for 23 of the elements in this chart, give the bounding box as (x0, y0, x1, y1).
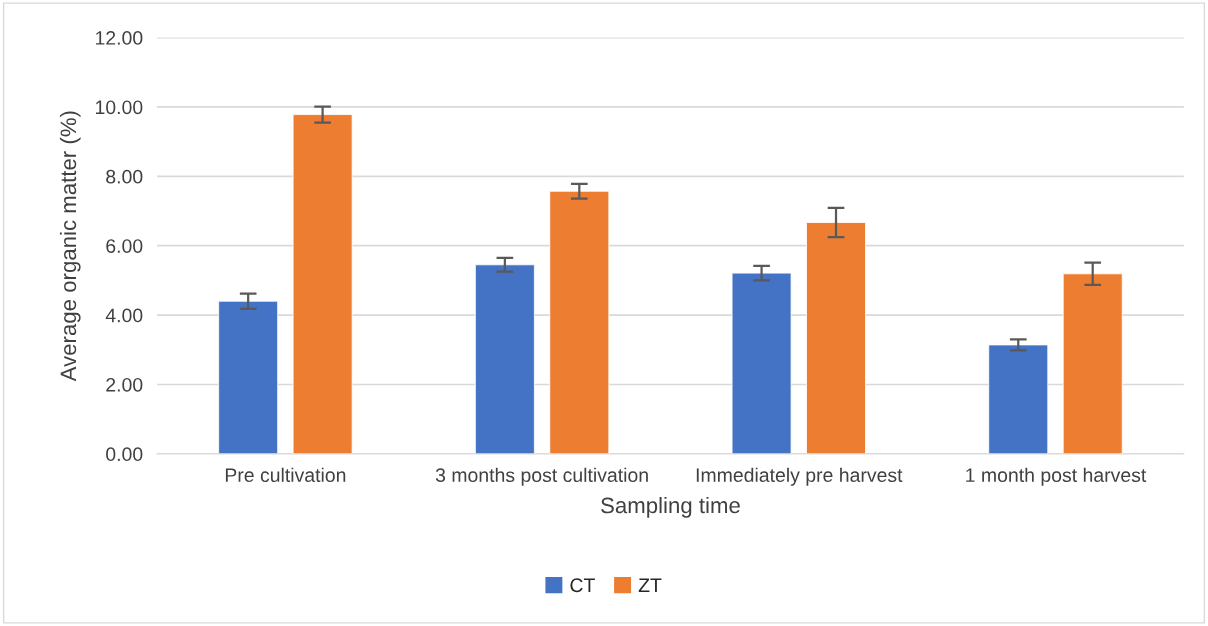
bar (218, 300, 279, 454)
bar (731, 272, 792, 454)
bar (1062, 273, 1123, 454)
x-tick-label: 1 month post harvest (966, 467, 1147, 486)
x-tick-label: Pre cultivation (225, 467, 346, 483)
y-tick-label: 4.00 (105, 308, 143, 323)
y-tick-label: 10.00 (95, 100, 143, 115)
bar (806, 222, 866, 454)
bar (292, 114, 353, 454)
legend-label: CT (570, 578, 595, 593)
bar (549, 190, 610, 454)
bar (988, 344, 1049, 454)
x-tick-label: 3 months post cultivation (435, 467, 648, 486)
y-tick-label: 2.00 (106, 377, 143, 392)
y-tick-label: 8.00 (106, 169, 143, 184)
y-tick-label: 12.00 (95, 31, 143, 45)
y-tick-label: 0.00 (106, 447, 143, 462)
x-axis-title: Sampling time (601, 496, 740, 518)
y-axis-title: Average organic matter (%) (59, 111, 81, 382)
legend-label: ZT (638, 578, 662, 592)
y-tick-label: 6.00 (106, 239, 143, 253)
bar (474, 264, 535, 454)
x-tick-label: Immediately pre harvest (696, 467, 903, 486)
